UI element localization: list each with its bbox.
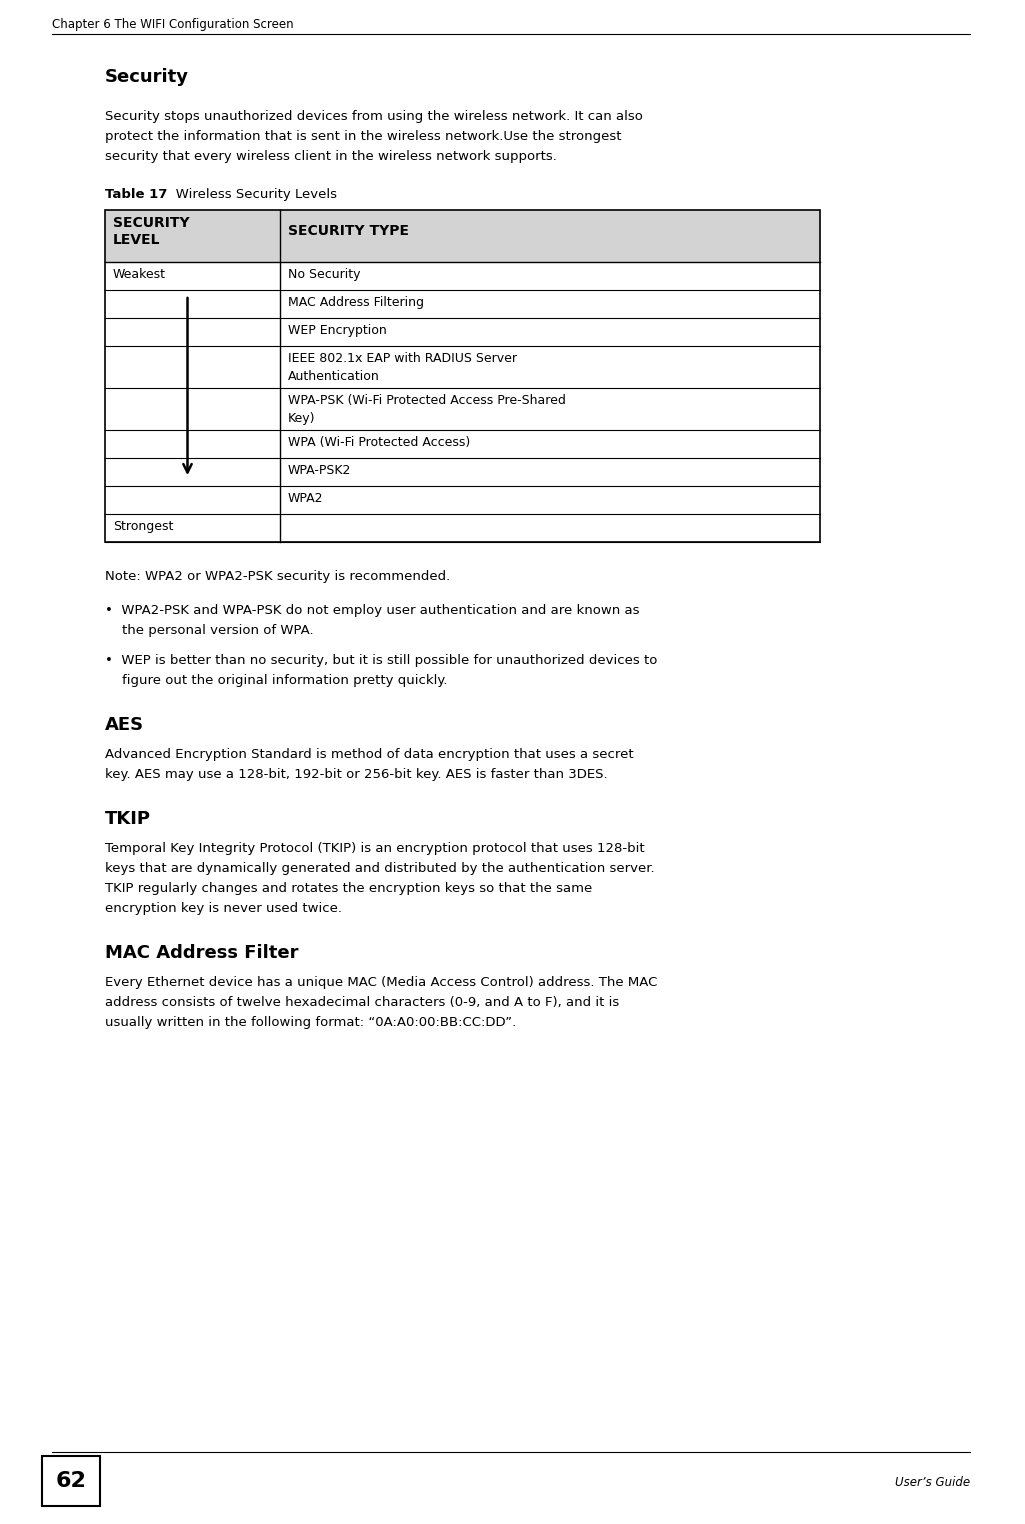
Text: security that every wireless client in the wireless network supports.: security that every wireless client in t… <box>105 149 557 163</box>
Bar <box>105 210 820 543</box>
Bar <box>42 1455 100 1506</box>
Text: Table 17: Table 17 <box>105 187 167 201</box>
Text: WPA2: WPA2 <box>288 492 324 504</box>
Text: encryption key is never used twice.: encryption key is never used twice. <box>105 902 342 914</box>
Text: TKIP: TKIP <box>105 809 151 828</box>
Text: WEP Encryption: WEP Encryption <box>288 325 386 337</box>
Text: 62: 62 <box>55 1471 86 1490</box>
Text: •  WEP is better than no security, but it is still possible for unauthorized dev: • WEP is better than no security, but it… <box>105 654 657 668</box>
Text: address consists of twelve hexadecimal characters (0-9, and A to F), and it is: address consists of twelve hexadecimal c… <box>105 997 619 1009</box>
Text: WPA-PSK2: WPA-PSK2 <box>288 463 352 477</box>
Text: Note: WPA2 or WPA2-PSK security is recommended.: Note: WPA2 or WPA2-PSK security is recom… <box>105 570 450 584</box>
Text: MAC Address Filtering: MAC Address Filtering <box>288 296 424 309</box>
Text: TKIP regularly changes and rotates the encryption keys so that the same: TKIP regularly changes and rotates the e… <box>105 882 592 895</box>
Text: Strongest: Strongest <box>113 520 173 533</box>
Text: Every Ethernet device has a unique MAC (Media Access Control) address. The MAC: Every Ethernet device has a unique MAC (… <box>105 975 657 989</box>
Text: IEEE 802.1x EAP with RADIUS Server
Authentication: IEEE 802.1x EAP with RADIUS Server Authe… <box>288 352 517 383</box>
Text: MAC Address Filter: MAC Address Filter <box>105 943 298 962</box>
Text: WPA (Wi-Fi Protected Access): WPA (Wi-Fi Protected Access) <box>288 436 470 450</box>
Text: •  WPA2-PSK and WPA-PSK do not employ user authentication and are known as: • WPA2-PSK and WPA-PSK do not employ use… <box>105 604 640 617</box>
Text: SECURITY
LEVEL: SECURITY LEVEL <box>113 216 190 247</box>
Text: Weakest: Weakest <box>113 268 166 280</box>
Text: Security stops unauthorized devices from using the wireless network. It can also: Security stops unauthorized devices from… <box>105 110 643 123</box>
Text: WPA-PSK (Wi-Fi Protected Access Pre-Shared
Key): WPA-PSK (Wi-Fi Protected Access Pre-Shar… <box>288 395 566 425</box>
Text: Security: Security <box>105 69 189 85</box>
Text: usually written in the following format: “0A:A0:00:BB:CC:DD”.: usually written in the following format:… <box>105 1017 517 1029</box>
Text: No Security: No Security <box>288 268 361 280</box>
Text: key. AES may use a 128-bit, 192-bit or 256-bit key. AES is faster than 3DES.: key. AES may use a 128-bit, 192-bit or 2… <box>105 768 608 780</box>
Text: keys that are dynamically generated and distributed by the authentication server: keys that are dynamically generated and … <box>105 863 655 875</box>
Text: Advanced Encryption Standard is method of data encryption that uses a secret: Advanced Encryption Standard is method o… <box>105 748 633 760</box>
Text: protect the information that is sent in the wireless network.Use the strongest: protect the information that is sent in … <box>105 130 621 143</box>
Text: figure out the original information pretty quickly.: figure out the original information pret… <box>105 674 448 687</box>
Bar <box>105 210 820 262</box>
Text: the personal version of WPA.: the personal version of WPA. <box>105 623 314 637</box>
Text: Temporal Key Integrity Protocol (TKIP) is an encryption protocol that uses 128-b: Temporal Key Integrity Protocol (TKIP) i… <box>105 841 645 855</box>
Text: User’s Guide: User’s Guide <box>895 1475 970 1489</box>
Text: Chapter 6 The WIFI Configuration Screen: Chapter 6 The WIFI Configuration Screen <box>52 18 293 30</box>
Text: Wireless Security Levels: Wireless Security Levels <box>163 187 337 201</box>
Text: AES: AES <box>105 716 145 735</box>
Text: SECURITY TYPE: SECURITY TYPE <box>288 224 409 238</box>
